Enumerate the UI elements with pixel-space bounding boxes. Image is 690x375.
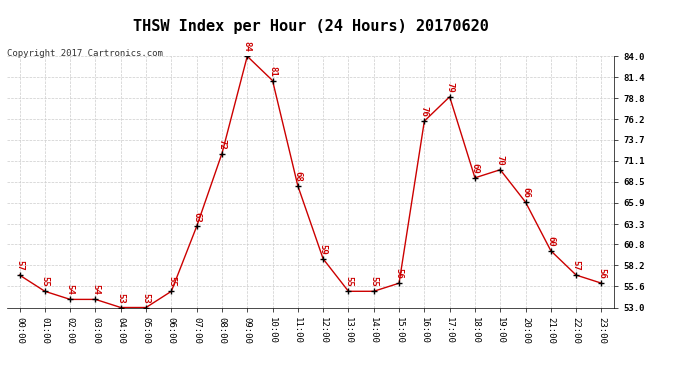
- Text: 79: 79: [445, 82, 454, 93]
- Text: 81: 81: [268, 66, 277, 76]
- Text: 55: 55: [40, 276, 50, 287]
- Text: 72: 72: [217, 139, 226, 149]
- Text: 54: 54: [91, 285, 100, 295]
- Text: 57: 57: [15, 260, 24, 271]
- Text: 70: 70: [495, 155, 505, 165]
- Text: 54: 54: [66, 285, 75, 295]
- Text: 55: 55: [369, 276, 378, 287]
- Text: Copyright 2017 Cartronics.com: Copyright 2017 Cartronics.com: [7, 49, 163, 58]
- Text: 63: 63: [192, 211, 201, 222]
- Text: 56: 56: [395, 268, 404, 279]
- Text: 53: 53: [141, 292, 150, 303]
- Text: 53: 53: [116, 292, 126, 303]
- Text: 60: 60: [546, 236, 555, 247]
- Text: THSW  (°F): THSW (°F): [595, 40, 654, 50]
- Text: 66: 66: [521, 187, 530, 198]
- Text: 55: 55: [167, 276, 176, 287]
- Text: THSW Index per Hour (24 Hours) 20170620: THSW Index per Hour (24 Hours) 20170620: [132, 19, 489, 34]
- Text: 59: 59: [319, 244, 328, 255]
- Text: 57: 57: [571, 260, 581, 271]
- Text: 68: 68: [293, 171, 302, 182]
- Text: 84: 84: [243, 41, 252, 52]
- Text: 76: 76: [420, 106, 429, 117]
- Text: 55: 55: [344, 276, 353, 287]
- Text: 56: 56: [597, 268, 606, 279]
- Text: 69: 69: [471, 163, 480, 174]
